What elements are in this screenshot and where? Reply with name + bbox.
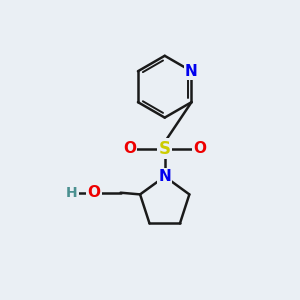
Text: N: N — [158, 169, 171, 184]
Text: O: O — [123, 141, 136, 156]
Text: H: H — [66, 186, 78, 200]
Text: N: N — [185, 64, 198, 79]
Text: O: O — [194, 141, 207, 156]
Text: S: S — [159, 140, 171, 158]
Text: N: N — [158, 169, 171, 184]
Text: O: O — [88, 185, 100, 200]
